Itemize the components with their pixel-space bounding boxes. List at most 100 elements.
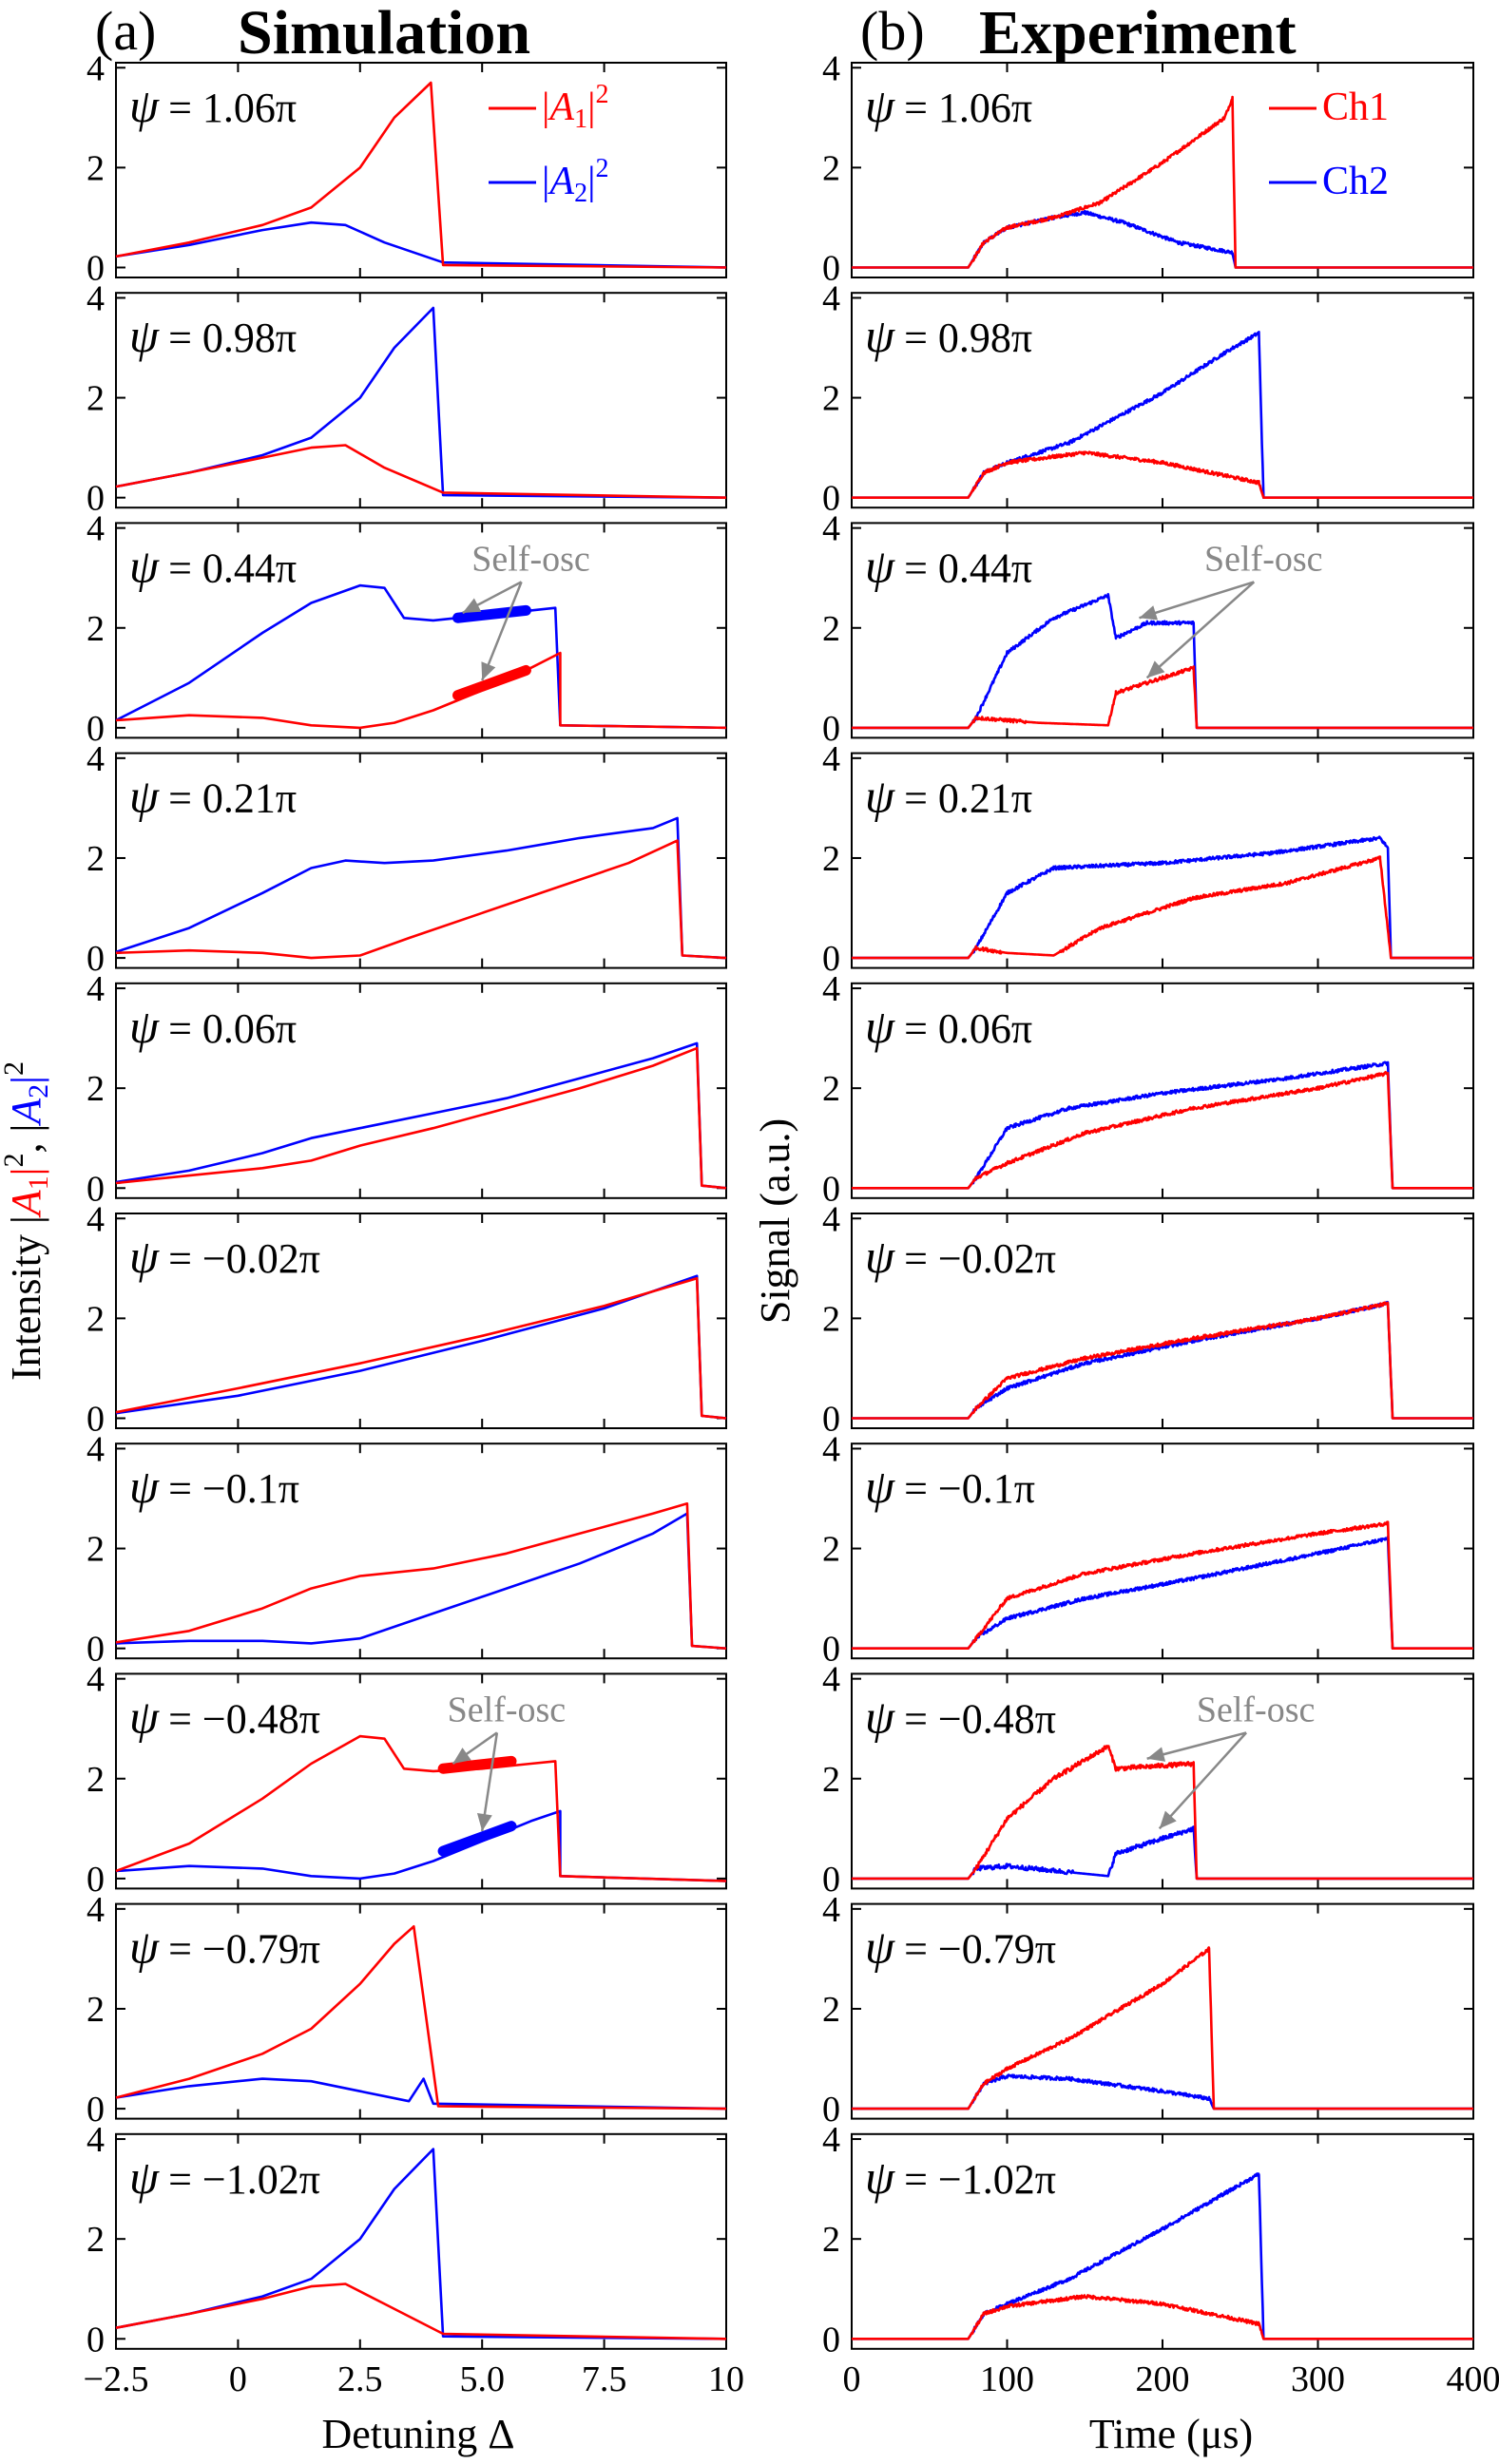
- x-tick-label: 0: [843, 2359, 861, 2399]
- x-tick-label: 400: [1447, 2359, 1499, 2399]
- subplot-b-6: 0 2 4 ψ = −0.02π: [822, 1199, 1474, 1439]
- y-tick-label: 2: [86, 379, 105, 419]
- y-tick-label: 2: [86, 1530, 105, 1570]
- y-tick-label: 2: [86, 1760, 105, 1800]
- plot-frame: [851, 1902, 1474, 2120]
- subplot-a-3: 0 2 4 ψ = 0.44π Self-osc: [86, 509, 727, 749]
- series-line-a1: [851, 1745, 1474, 1881]
- annotation-arrowhead: [1146, 1747, 1166, 1762]
- x-tick-label: 100: [980, 2359, 1034, 2399]
- series-line-a1: [851, 1070, 1474, 1190]
- psi-label: ψ = −1.02π: [865, 2150, 1056, 2204]
- subplot-b-1: 0 2 4 ψ = 1.06π Ch1 Ch2: [822, 48, 1474, 288]
- y-tick-label: 0: [822, 479, 840, 519]
- y-tick-label: 0: [822, 1169, 840, 1209]
- y-tick-label: 0: [86, 1860, 105, 1900]
- plot-frame: [115, 522, 727, 739]
- annotation-arrowhead: [462, 598, 482, 614]
- y-tick-label: 2: [822, 379, 840, 419]
- panel-b-letter: (b): [860, 0, 925, 62]
- psi-label: ψ = −0.02π: [129, 1230, 320, 1283]
- y-tick-label: 0: [822, 709, 840, 749]
- subplot-a-8: 0 2 4 ψ = −0.48π Self-osc: [86, 1660, 727, 1900]
- series-line-a1: [851, 855, 1474, 960]
- plot-frame: [115, 292, 727, 509]
- psi-label: ψ = 0.44π: [129, 539, 297, 592]
- y-tick-label: 2: [86, 148, 105, 188]
- psi-label: ψ = 1.06π: [129, 79, 297, 132]
- psi-label: ψ = −0.1π: [129, 1460, 299, 1513]
- plot-frame: [851, 1213, 1474, 1429]
- x-tick-label: 5.0: [459, 2359, 505, 2399]
- series-line-a2: [115, 816, 727, 960]
- subplot-b-8: 0 2 4 ψ = −0.48π Self-osc: [822, 1660, 1474, 1900]
- y-tick-label: 0: [822, 248, 840, 288]
- y-tick-label: 4: [822, 1429, 840, 1469]
- y-tick-label: 4: [86, 969, 105, 1009]
- annotation-arrow: [1139, 581, 1255, 620]
- series-line-a1: [115, 444, 727, 499]
- series-line-a1: [851, 2294, 1474, 2340]
- subplot-b-4: 0 2 4 ψ = 0.21π: [822, 739, 1474, 979]
- panels-layer: 0 2 4 ψ = 1.06π |A1|2 |A2|2 0 2 4 ψ = 0.98π 0 2 4 ψ = 0.…: [84, 48, 1499, 2399]
- plot-frame: [115, 62, 727, 278]
- y-tick-label: 2: [822, 839, 840, 879]
- plot-frame: [115, 1672, 727, 1890]
- series-line-a1: [115, 81, 727, 269]
- psi-label: ψ = 0.06π: [129, 1000, 297, 1053]
- panel-b-title: Experiment: [979, 0, 1297, 67]
- psi-label: ψ = −0.79π: [865, 1920, 1056, 1974]
- psi-label: ψ = −0.79π: [129, 1920, 320, 1974]
- x-tick-label: 300: [1291, 2359, 1345, 2399]
- subplot-b-5: 0 2 4 ψ = 0.06π: [822, 969, 1474, 1209]
- y-tick-label: 0: [822, 939, 840, 979]
- psi-label: ψ = 0.98π: [129, 309, 297, 362]
- x-tick-label: 0: [229, 2359, 247, 2399]
- subplot-b-10: 0 2 4 0 100 200 300 400 ψ = −1.02π: [822, 2120, 1499, 2399]
- y-tick-label: 2: [822, 1299, 840, 1339]
- legend-label: |A1|2: [542, 80, 609, 134]
- annotation-arrowhead: [476, 1812, 492, 1831]
- panel-a-letter: (a): [95, 0, 156, 62]
- series-line-a1: [851, 1520, 1474, 1650]
- panel-b-xlabel: Time (μs): [1089, 2411, 1253, 2457]
- series-line-a1: [851, 1946, 1474, 2111]
- series-line-a1: [115, 2283, 727, 2340]
- annotation-arrow: [1145, 581, 1256, 679]
- y-tick-label: 4: [822, 278, 840, 318]
- self-osc-segment: [452, 664, 531, 701]
- x-tick-label: 7.5: [582, 2359, 627, 2399]
- y-tick-label: 4: [86, 48, 105, 88]
- y-tick-label: 4: [822, 2120, 840, 2160]
- y-tick-label: 2: [822, 1990, 840, 2030]
- y-tick-label: 2: [86, 609, 105, 649]
- panel-b-ylabel: Signal (a.u.): [752, 1118, 798, 1324]
- y-tick-label: 4: [86, 2120, 105, 2160]
- psi-label: ψ = 0.44π: [865, 539, 1032, 592]
- y-tick-label: 4: [822, 1199, 840, 1239]
- psi-label: ψ = 0.06π: [865, 1000, 1032, 1053]
- psi-label: ψ = 0.98π: [865, 309, 1032, 362]
- subplot-a-10: 024−2.5 0 2.5 5.0 7.5 10ψ = −1.02π: [84, 2120, 744, 2399]
- self-osc-segment: [437, 1755, 517, 1774]
- series-line-a2: [115, 1809, 727, 1882]
- y-tick-label: 0: [86, 1169, 105, 1209]
- series-line-a1: [115, 1734, 727, 1882]
- subplot-b-9: 0 2 4 ψ = −0.79π: [822, 1890, 1474, 2130]
- y-tick-label: 2: [822, 1760, 840, 1800]
- self-osc-annotation: Self-osc: [448, 1690, 567, 1729]
- y-tick-label: 2: [86, 839, 105, 879]
- subplot-b-3: 0 2 4 ψ = 0.44π Self-osc: [822, 509, 1474, 749]
- y-tick-label: 2: [822, 1530, 840, 1570]
- y-tick-label: 4: [822, 739, 840, 779]
- y-tick-label: 0: [822, 1399, 840, 1439]
- series-line-a1: [115, 651, 727, 730]
- annotation-arrowhead: [452, 1748, 471, 1765]
- annotation-arrowhead: [1159, 1810, 1177, 1829]
- series-line-a1: [115, 1925, 727, 2111]
- x-tick-label: 10: [708, 2359, 744, 2399]
- plot-frame: [851, 522, 1474, 739]
- y-tick-label: 0: [86, 939, 105, 979]
- psi-label: ψ = 0.21π: [129, 770, 297, 823]
